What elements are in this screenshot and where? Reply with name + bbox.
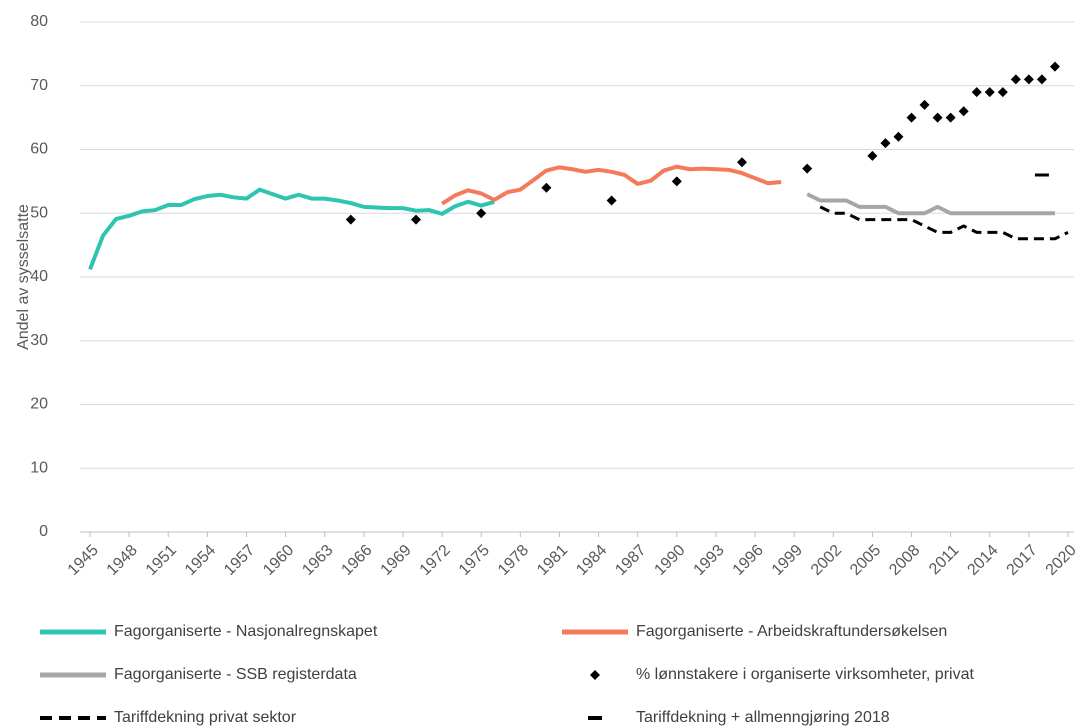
x-tick-label: 1948 <box>104 542 141 579</box>
y-tick-label: 20 <box>30 396 48 413</box>
y-tick-label: 0 <box>39 523 48 540</box>
x-tick-label: 1996 <box>730 542 767 579</box>
legend-label: Fagorganiserte - Nasjonalregnskapet <box>114 623 378 640</box>
x-tick-label: 1951 <box>143 542 180 579</box>
diamond-marker <box>984 87 995 98</box>
diamond-marker <box>1010 74 1021 85</box>
diamond-marker <box>932 112 943 123</box>
y-tick-label: 40 <box>30 268 48 285</box>
x-tick-label: 1963 <box>299 542 336 579</box>
diamond-marker <box>919 99 930 110</box>
diamond-marker <box>1036 74 1047 85</box>
x-tick-label: 1975 <box>456 542 493 579</box>
diamond-marker <box>541 182 552 193</box>
series-line <box>806 192 1055 216</box>
diamond-marker <box>1023 74 1034 85</box>
diamond-marker <box>958 106 969 117</box>
diamond-marker <box>345 214 356 225</box>
x-tick-label: 2008 <box>886 542 923 579</box>
diamond-marker <box>893 131 904 142</box>
x-tick-label: 1960 <box>260 542 297 579</box>
x-tick-label: 2017 <box>1004 542 1041 579</box>
x-tick-label: 1999 <box>769 542 806 579</box>
x-tick-label: 2005 <box>847 542 884 579</box>
x-tick-label: 1987 <box>612 542 649 579</box>
diamond-marker <box>880 138 891 149</box>
diamond-marker <box>997 87 1008 98</box>
x-tick-label: 1984 <box>573 542 610 579</box>
x-tick-label: 1945 <box>65 542 102 579</box>
diamond-marker <box>476 208 487 219</box>
y-tick-label: 80 <box>30 13 48 30</box>
y-axis-label: Andel av sysselsatte <box>15 204 32 350</box>
x-tick-label: 2011 <box>926 542 962 578</box>
series-line <box>819 205 1069 241</box>
diamond-marker <box>411 214 421 225</box>
x-tick-label: 1993 <box>691 542 728 579</box>
y-tick-label: 30 <box>30 332 48 349</box>
x-tick-label: 1957 <box>221 542 258 579</box>
y-tick-label: 10 <box>30 459 48 476</box>
diamond-marker <box>1049 61 1060 72</box>
diamond-marker <box>671 176 682 187</box>
y-tick-label: 50 <box>30 204 48 221</box>
x-tick-label: 1978 <box>495 542 532 579</box>
legend-label: Tariffdekning + allmenngjøring 2018 <box>636 709 890 726</box>
x-tick-label: 1972 <box>417 542 454 579</box>
x-tick-label: 1990 <box>651 542 688 579</box>
y-tick-label: 60 <box>30 141 48 158</box>
diamond-marker <box>945 112 956 123</box>
series-line <box>441 164 782 206</box>
x-tick-label: 2020 <box>1043 542 1080 579</box>
diamond-marker <box>906 112 917 123</box>
legend-swatch <box>590 670 600 680</box>
x-tick-label: 1969 <box>378 542 415 579</box>
x-tick-label: 1981 <box>534 542 571 579</box>
x-tick-label: 1966 <box>338 542 375 579</box>
diamond-marker <box>867 150 878 161</box>
diamond-marker <box>606 195 617 206</box>
legend-label: Fagorganiserte - Arbeidskraftundersøkels… <box>636 623 947 640</box>
legend-label: % lønnstakere i organiserte virksomheter… <box>636 666 974 683</box>
legend: Fagorganiserte - Nasjonalregnskapet Fagor… <box>40 623 974 726</box>
y-tick-label: 70 <box>30 77 48 94</box>
legend-label: Tariffdekning privat sektor <box>114 709 297 726</box>
diamond-marker <box>737 157 747 168</box>
legend-label: Fagorganiserte - SSB registerdata <box>114 666 357 683</box>
x-tick-label: 2014 <box>964 542 1001 579</box>
series-line <box>88 187 495 271</box>
diamond-marker <box>802 163 813 174</box>
x-tick-label: 2002 <box>808 542 845 579</box>
diamond-marker <box>971 87 982 98</box>
x-tick-label: 1954 <box>182 542 219 579</box>
